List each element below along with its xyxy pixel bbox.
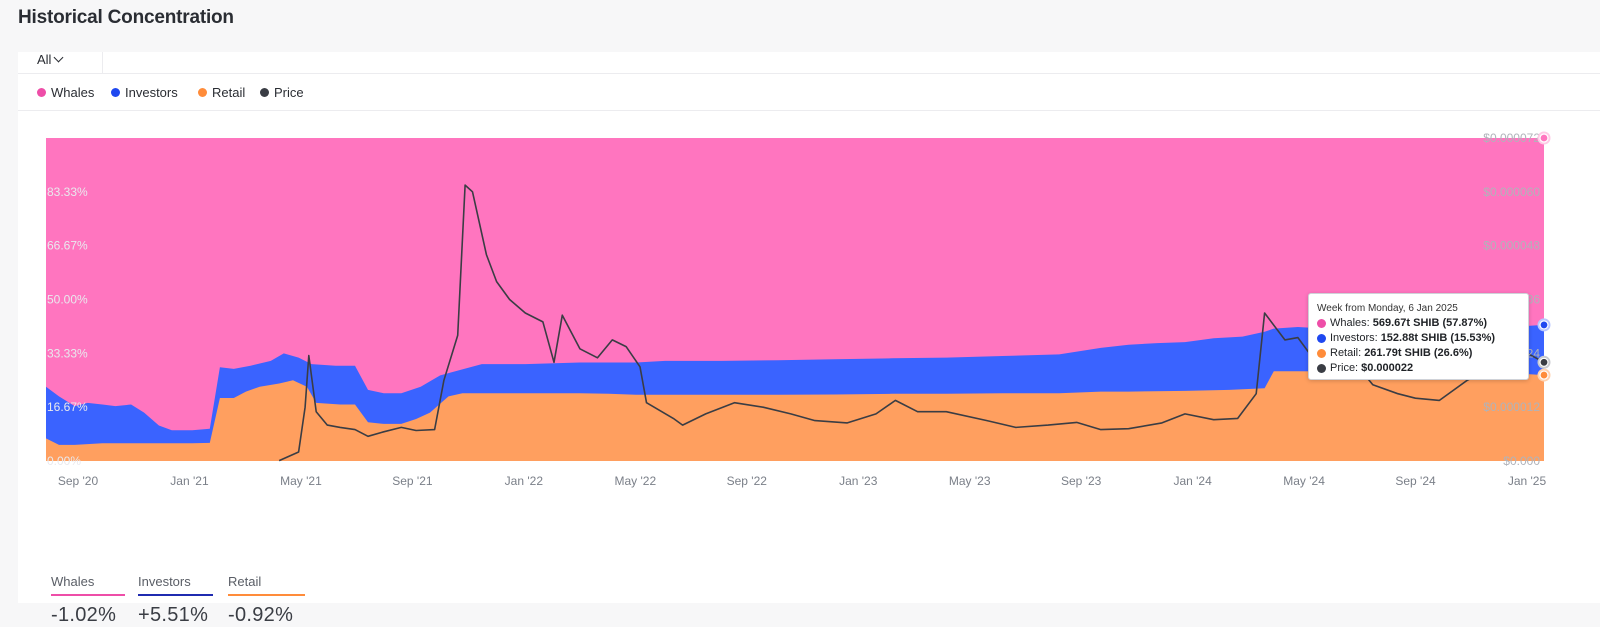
page-title: Historical Concentration	[18, 7, 234, 28]
y-right-tick-label: $0.000012	[1483, 400, 1540, 414]
x-tick-label: Jan '24	[1173, 474, 1212, 488]
stat-underline-investors	[138, 594, 213, 596]
x-tick-label: May '22	[614, 474, 656, 488]
stat-value-retail: -0.92%	[228, 604, 294, 626]
stat-value-whales: -1.02%	[51, 604, 117, 626]
tooltip-label-price: Price:	[1330, 362, 1359, 374]
tooltip-label-whales: Whales:	[1330, 317, 1370, 329]
legend-dot-retail	[198, 87, 207, 97]
tooltip-value-investors: 152.88t SHIB (15.53%)	[1380, 332, 1496, 344]
y-right-tick-label: $0.000	[1503, 454, 1540, 468]
stat-underline-retail	[228, 594, 305, 596]
tooltip-label-investors: Investors:	[1330, 332, 1378, 344]
stat-underline-whales	[51, 594, 125, 596]
tooltip-dot-retail	[1317, 348, 1326, 358]
legend-dot-investors	[111, 87, 120, 97]
legend-dot-price	[260, 87, 269, 97]
legend-item-investors[interactable]: Investors	[111, 84, 178, 100]
legend-dot-whales	[37, 87, 46, 97]
tooltip-row-retail: Retail: 261.79t SHIB (26.6%)	[1317, 347, 1472, 359]
stat-label-whales: Whales	[51, 574, 95, 589]
legend: Whales Investors Retail Price	[18, 74, 1600, 111]
legend-item-retail[interactable]: Retail	[198, 84, 245, 100]
x-tick-label: Sep '22	[727, 474, 768, 488]
y-left-tick-label: 83.33%	[47, 185, 88, 199]
y-left-tick-label: 16.67%	[47, 400, 88, 414]
y-left-tick-label: 66.67%	[47, 239, 88, 253]
x-tick-label: Jan '25	[1508, 474, 1547, 488]
y-left-tick-label: 50.00%	[47, 293, 88, 307]
legend-label-investors: Investors	[125, 84, 178, 100]
stat-label-investors: Investors	[138, 574, 191, 589]
x-tick-label: Jan '23	[839, 474, 878, 488]
tooltip-dot-whales	[1317, 318, 1326, 328]
stat-label-retail: Retail	[228, 574, 262, 589]
hover-dot-retail	[1539, 370, 1549, 380]
concentration-chart[interactable]: 0.00% 16.67% 33.33% 50.00% 66.67% 83.33% $0.00…	[18, 52, 1600, 603]
y-left-tick-label: 33.33%	[47, 346, 88, 360]
legend-label-price: Price	[274, 84, 304, 100]
x-tick-label: Sep '24	[1395, 474, 1436, 488]
range-filter-dropdown[interactable]: All	[18, 52, 103, 73]
legend-item-price[interactable]: Price	[260, 84, 304, 100]
y-right-tick-label: $0.000060	[1483, 185, 1540, 199]
stat-whales: Whales -1.02%	[51, 574, 125, 627]
y-left-tick-label: 0.00%	[47, 454, 81, 468]
tooltip-value-retail: 261.79t SHIB (26.6%)	[1364, 347, 1473, 359]
x-tick-label: Sep '21	[392, 474, 433, 488]
area-retail	[46, 371, 1544, 461]
y-right-tick-label: $0.000072	[1483, 131, 1540, 145]
line-price	[278, 184, 1545, 462]
tooltip-dot-price	[1317, 363, 1326, 373]
x-tick-label: May '24	[1283, 474, 1325, 488]
filter-row: All	[18, 52, 1600, 74]
tooltip-title: Week from Monday, 6 Jan 2025	[1317, 303, 1458, 314]
x-tick-label: May '21	[280, 474, 322, 488]
stat-value-investors: +5.51%	[138, 604, 209, 626]
hover-dot-whales	[1539, 133, 1549, 143]
x-tick-label: Sep '23	[1061, 474, 1102, 488]
tooltip-label-retail: Retail:	[1330, 347, 1362, 359]
legend-item-whales[interactable]: Whales	[37, 84, 94, 100]
legend-label-whales: Whales	[51, 84, 95, 100]
stat-retail: Retail -0.92%	[228, 574, 305, 627]
range-filter-value: All	[37, 52, 52, 67]
chart-tooltip: Week from Monday, 6 Jan 2025 Whales: 569…	[1308, 293, 1529, 380]
tooltip-row-price: Price: $0.000022	[1317, 362, 1413, 374]
x-tick-label: Jan '21	[170, 474, 209, 488]
hover-dot-investors	[1539, 320, 1549, 330]
tooltip-value-price: $0.000022	[1361, 362, 1414, 374]
x-tick-label: Jan '22	[505, 474, 544, 488]
x-tick-label: Sep '20	[58, 474, 99, 488]
y-right-tick-label: $0.000048	[1483, 239, 1540, 253]
chart-card: All Whales Investors Retail Price 0.00% 1…	[18, 52, 1600, 626]
stat-investors: Investors +5.51%	[138, 574, 213, 627]
tooltip-dot-investors	[1317, 333, 1326, 343]
tooltip-row-investors: Investors: 152.88t SHIB (15.53%)	[1317, 332, 1495, 344]
tooltip-row-whales: Whales: 569.67t SHIB (57.87%)	[1317, 317, 1487, 329]
tooltip-value-whales: 569.67t SHIB (57.87%)	[1372, 317, 1488, 329]
x-tick-label: May '23	[949, 474, 991, 488]
hover-dot-price	[1539, 357, 1549, 367]
legend-label-retail: Retail	[212, 84, 246, 100]
